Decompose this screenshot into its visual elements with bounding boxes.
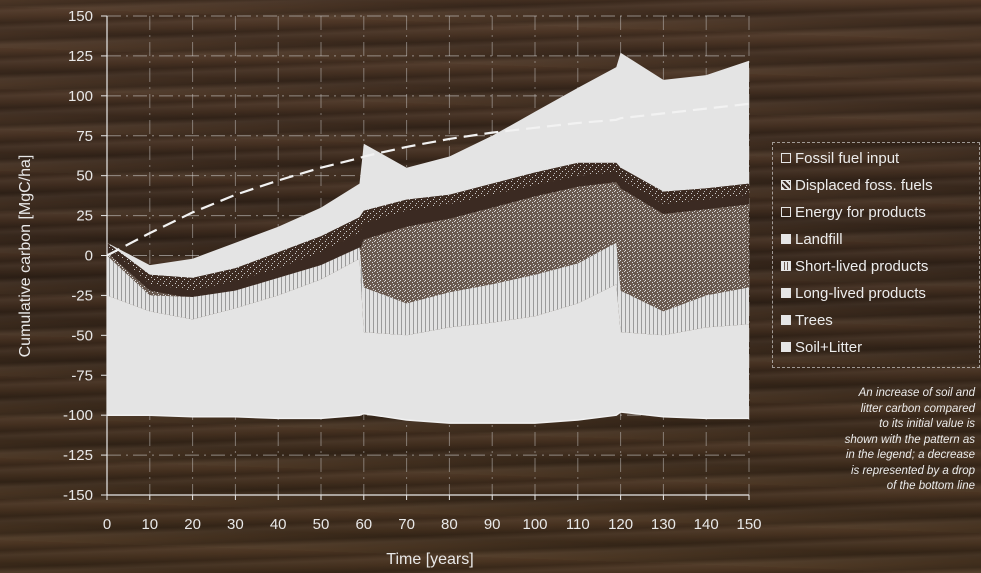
legend-label: Fossil fuel input [795,149,900,167]
legend-label: Trees [795,311,833,329]
note-line: litter carbon compared [860,402,975,415]
y-tick-label: -50 [71,327,93,344]
x-tick-label: 30 [227,516,244,533]
x-tick-label: 0 [103,516,111,533]
x-tick-label: 20 [184,516,201,533]
legend-label: Soil+Litter [795,338,863,356]
x-tick-label: 130 [651,516,676,533]
y-tick-label: 0 [85,248,93,265]
fossil-fuel-input-line [106,102,750,257]
legend-label: Displaced foss. fuels [795,176,933,194]
hatched-swatch-icon [781,261,791,271]
y-tick-label: 125 [68,48,93,65]
x-tick-label: 140 [694,516,719,533]
x-tick-label: 80 [441,516,458,533]
legend-item-soil-litter: Soil+Litter [781,334,862,360]
x-tick-label: 110 [566,516,590,533]
solid-swatch-icon [781,342,791,352]
note-line: shown with the pattern as [844,433,975,446]
note-line: is represented by a drop [850,464,975,477]
x-tick-label: 120 [608,516,633,533]
legend: Fossil fuel input Displaced foss. fuels … [772,142,980,368]
area-long-lived-products [107,242,749,336]
solid-swatch-icon [781,288,791,298]
x-tick-label: 10 [141,516,158,533]
y-tick-label: 50 [76,168,93,185]
legend-item-fossil-fuel-input: Fossil fuel input [781,145,899,171]
legend-item-energy-for-products: Energy for products [781,199,926,225]
legend-item-landfill: Landfill [781,226,843,252]
y-tick-label: -125 [63,447,93,464]
note-line: in the legend; a decrease [845,449,975,461]
x-tick-label: 50 [313,516,330,533]
soil-litter-bottom-line [107,411,749,424]
hollow-swatch-icon [781,207,791,217]
note-line: of the bottom line [886,480,975,492]
hatched-swatch-icon [781,180,791,190]
area-short-lived-products [107,182,749,312]
y-tick-label: -25 [71,287,93,304]
y-tick-label: 75 [76,128,93,145]
y-tick-label: 100 [68,88,93,105]
legend-note: An increase of soil and litter carbon co… [785,386,975,495]
x-tick-label: 90 [484,516,501,533]
axes: 150 125 100 75 50 25 0 -25 -50 -75 -100 -125 -150 0 10… [63,8,762,533]
x-axis-label: Time [years] [386,551,473,568]
legend-item-displaced-fossil-fuels: Displaced foss. fuels [781,172,933,198]
x-tick-label: 100 [522,516,547,533]
x-tick-label: 70 [398,516,415,533]
solid-swatch-icon [781,234,791,244]
x-tick-label: 40 [270,516,287,533]
x-tick-label: 60 [355,516,372,533]
y-axis-label: Cumulative carbon [MgC/ha] [17,155,34,358]
legend-item-trees: Trees [781,307,833,333]
note-line: to its initial value is [879,418,975,430]
hollow-swatch-icon [781,153,791,163]
legend-label: Short-lived products [795,257,929,275]
area-energy-for-products [107,162,749,291]
legend-label: Landfill [795,230,843,248]
x-tick-label: 150 [736,516,761,533]
y-tick-label: -75 [71,367,93,384]
y-tick-label: 25 [76,208,93,225]
legend-item-short-lived-products: Short-lived products [781,253,928,279]
legend-item-long-lived-products: Long-lived products [781,280,926,306]
legend-label: Long-lived products [795,284,926,302]
y-tick-label: 150 [68,8,93,25]
stacked-areas [106,52,750,424]
area-trees [107,258,749,424]
legend-label: Energy for products [795,203,926,221]
solid-swatch-icon [781,315,791,325]
area-displaced-fossil-fuels [107,52,749,278]
note-line: An increase of soil and [858,387,975,399]
y-tick-label: -150 [63,487,93,504]
y-tick-label: -100 [63,407,93,424]
